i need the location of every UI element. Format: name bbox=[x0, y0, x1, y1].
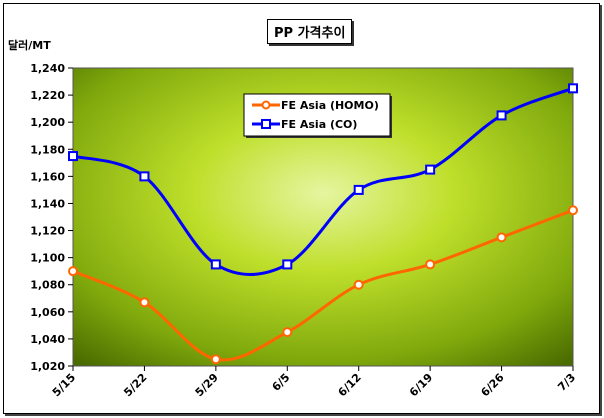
y-tick-label: 1,040 bbox=[30, 333, 65, 346]
legend-label: FE Asia (CO) bbox=[281, 118, 357, 131]
data-point bbox=[68, 266, 78, 277]
data-point bbox=[282, 259, 293, 270]
y-tick-label: 1,020 bbox=[30, 360, 65, 373]
y-tick-label: 1,200 bbox=[30, 116, 65, 129]
data-point bbox=[139, 297, 150, 308]
chart-title: PP 가격추이 bbox=[267, 19, 353, 44]
y-tick-label: 1,140 bbox=[30, 197, 65, 210]
data-point bbox=[353, 279, 364, 290]
y-tick-label: 1,180 bbox=[30, 143, 65, 156]
data-point bbox=[210, 354, 221, 365]
y-tick-label: 1,220 bbox=[30, 89, 65, 102]
y-tick-label: 1,060 bbox=[30, 306, 65, 319]
y-tick-label: 1,120 bbox=[30, 225, 65, 238]
data-point bbox=[496, 110, 507, 121]
axes: 1,020 1,040 1,060 1,080 1,100 1,120 1,140 1,160… bbox=[30, 62, 578, 399]
data-point bbox=[210, 259, 221, 270]
y-tick-label: 1,160 bbox=[30, 170, 65, 183]
y-tick-label: 1,240 bbox=[30, 62, 65, 75]
y-tick-label: 1,080 bbox=[30, 279, 65, 292]
data-point bbox=[425, 259, 436, 270]
x-tick-label: 5/29 bbox=[193, 371, 221, 399]
legend-label: FE Asia (HOMO) bbox=[281, 99, 379, 112]
series-line-1 bbox=[72, 86, 574, 277]
data-point bbox=[425, 164, 436, 175]
x-tick-label: 6/19 bbox=[407, 371, 435, 399]
x-tick-label: 7/3 bbox=[555, 371, 578, 394]
y-tick-label: 1,100 bbox=[30, 252, 65, 265]
series-layer bbox=[68, 83, 578, 365]
x-tick-label: 5/22 bbox=[121, 371, 149, 399]
x-tick-label: 6/26 bbox=[478, 371, 507, 400]
legend: FE Asia (HOMO) FE Asia (CO) bbox=[243, 93, 392, 138]
legend-marker bbox=[261, 119, 271, 129]
data-point bbox=[568, 83, 578, 94]
series-line-0 bbox=[72, 208, 574, 362]
data-point bbox=[496, 232, 507, 243]
legend-marker bbox=[261, 100, 271, 110]
data-point bbox=[353, 184, 364, 195]
data-point bbox=[68, 151, 78, 162]
x-tick-label: 6/12 bbox=[336, 371, 364, 399]
y-axis-label: 달러/MT bbox=[8, 39, 51, 52]
x-tick-label: 6/5 bbox=[270, 371, 293, 394]
data-point bbox=[282, 327, 293, 338]
data-point bbox=[139, 171, 150, 182]
data-point bbox=[568, 205, 578, 216]
x-tick-label: 5/15 bbox=[50, 371, 78, 399]
